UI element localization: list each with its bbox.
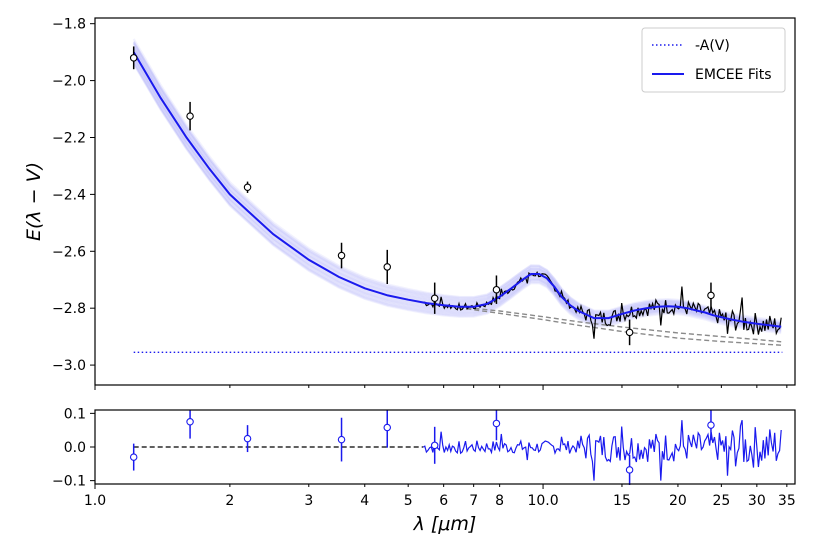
x-tick-label: 10.0 xyxy=(527,493,558,509)
main-y-axis-ticks: −1.8 −2.0 −2.2 −2.4 −2.6 −2.8 −3.0 xyxy=(52,17,95,374)
fit-sample-line xyxy=(132,45,782,324)
legend-box xyxy=(641,27,786,93)
fit-sample-line xyxy=(132,62,782,332)
residual-y-tick-label: 0.0 xyxy=(64,440,86,456)
x-tick-label: 5 xyxy=(404,493,413,509)
continuum-curves xyxy=(426,302,782,346)
x-tick-label: 6 xyxy=(439,493,448,509)
x-axis-label: λ [μm] xyxy=(413,513,477,535)
photometry-point xyxy=(430,294,439,302)
x-tick-label: 20 xyxy=(669,493,687,509)
residual-point xyxy=(383,423,391,432)
photometry-point xyxy=(129,54,138,62)
residual-point xyxy=(186,418,194,426)
residual-point xyxy=(707,421,715,429)
x-tick-label: 25 xyxy=(712,493,730,509)
photometry-points xyxy=(129,46,715,346)
fit-sample-line xyxy=(132,40,782,322)
x-tick-label: 35 xyxy=(778,493,796,509)
fit-sample-line xyxy=(132,52,782,330)
residual-y-tick-label: −0.1 xyxy=(52,474,86,490)
fit-sample-line xyxy=(132,38,782,325)
main-x-axis-ticks xyxy=(94,385,788,390)
x-tick-label: 7 xyxy=(469,493,478,509)
continuum-curve xyxy=(426,302,782,343)
photometry-point xyxy=(337,251,346,260)
fit-sample-line xyxy=(132,60,782,330)
legend-fit-label: EMCEE Fits xyxy=(695,67,772,83)
residual-x-axis-ticks: 1.0 2 3 4 5 6 7 8 10.0 15 20 25 30 35 xyxy=(84,484,796,509)
x-tick-label: 4 xyxy=(360,493,369,509)
fit-sample-line xyxy=(132,62,782,333)
legend: -A(V) EMCEE Fits xyxy=(641,27,786,93)
fit-sample-line xyxy=(132,42,782,325)
fit-sample-line xyxy=(132,57,782,330)
residual-y-tick-label: 0.1 xyxy=(64,406,86,422)
fit-sample-line xyxy=(132,56,782,329)
residual-y-axis-ticks: 0.1 0.0 −0.1 xyxy=(52,406,95,490)
residual-point xyxy=(492,419,501,428)
x-tick-label: 3 xyxy=(304,493,313,509)
residual-spectrum-line xyxy=(422,419,782,481)
continuum-curve xyxy=(426,302,782,346)
x-tick-label: 30 xyxy=(748,493,766,509)
y-tick-label: −2.6 xyxy=(52,244,86,260)
y-tick-label: −2.8 xyxy=(52,301,86,317)
y-tick-label: −2.2 xyxy=(52,130,86,146)
residual-point xyxy=(129,453,138,461)
fit-sample-line xyxy=(132,58,782,333)
main-plot-frame xyxy=(94,17,796,386)
y-tick-label: −2.0 xyxy=(52,74,86,90)
residual-point xyxy=(243,434,252,443)
photometry-point xyxy=(243,183,252,192)
photometry-point xyxy=(625,328,634,337)
residual-photometry-points xyxy=(129,410,715,486)
fit-sample-line xyxy=(132,41,782,323)
y-tick-label: −3.0 xyxy=(52,358,86,374)
legend-av-label: -A(V) xyxy=(695,38,730,54)
y-axis-label: E(λ − V) xyxy=(23,162,45,241)
photometry-point xyxy=(186,112,194,120)
best-fit-line xyxy=(132,51,782,328)
photometry-point xyxy=(383,263,391,271)
photometry-point xyxy=(707,291,715,300)
x-tick-label: 2 xyxy=(225,493,234,509)
fit-sample-line xyxy=(132,63,782,335)
y-tick-label: −2.4 xyxy=(52,187,86,203)
x-tick-label: 15 xyxy=(613,493,631,509)
x-tick-label: 8 xyxy=(495,493,504,509)
x-tick-label: 1.0 xyxy=(84,493,106,509)
residual-point xyxy=(337,435,346,444)
photometry-point xyxy=(492,285,501,294)
y-tick-label: −1.8 xyxy=(52,17,86,33)
residual-point xyxy=(430,441,439,450)
fit-sample-line xyxy=(132,61,782,331)
fit-sample-line xyxy=(132,53,782,331)
residual-point xyxy=(625,466,634,474)
fit-sample-line xyxy=(132,57,782,331)
